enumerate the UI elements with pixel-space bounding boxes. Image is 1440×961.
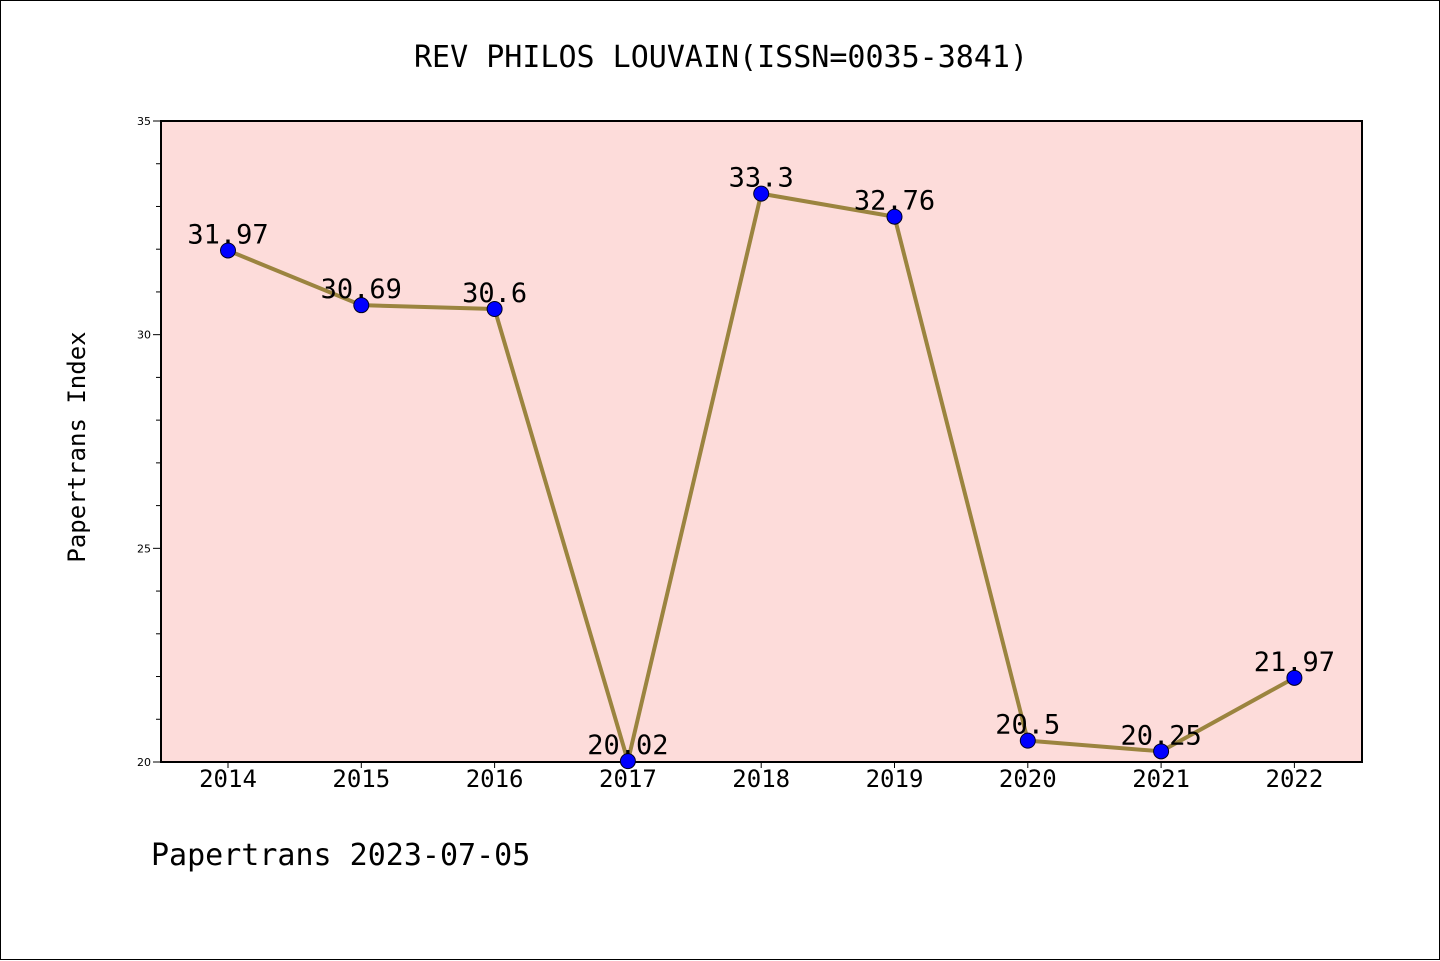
data-label: 31.97 — [187, 219, 268, 250]
data-point — [619, 753, 636, 770]
data-label: 30.69 — [321, 274, 402, 305]
plot-area — [160, 120, 1363, 763]
data-label: 21.97 — [1254, 647, 1335, 678]
y-tick-label: 30 — [137, 329, 151, 342]
data-point — [1153, 743, 1170, 760]
data-point — [220, 242, 236, 259]
footer-text: Papertrans 2023-07-05 — [151, 838, 530, 873]
x-tick-label: 2014 — [199, 765, 257, 793]
series-group: 31.97 30.69 30.6 20.02 33.3 32.76 20.5 20.25 21.… — [187, 163, 1335, 770]
data-label: 32.76 — [854, 186, 935, 217]
y-axis-label: Papertrans Index — [63, 331, 91, 562]
x-tick-label: 2021 — [1132, 765, 1190, 793]
data-point — [1286, 669, 1303, 686]
chart-title: REV PHILOS LOUVAIN(ISSN=0035-3841) — [414, 40, 1028, 75]
data-label: 33.3 — [729, 163, 794, 194]
y-tick-label: 25 — [137, 542, 151, 555]
x-tick-label: 2019 — [866, 765, 924, 793]
x-tick-label: 2015 — [332, 765, 390, 793]
data-point — [886, 208, 903, 225]
x-tick-label: 2020 — [999, 765, 1057, 793]
data-point — [1019, 732, 1036, 749]
x-tick-label: 2022 — [1266, 765, 1324, 793]
data-point — [486, 301, 503, 318]
data-point — [353, 297, 370, 314]
data-point — [753, 185, 770, 202]
x-tick-label: 2018 — [732, 765, 790, 793]
x-tick-label: 2016 — [466, 765, 524, 793]
data-label: 20.5 — [995, 710, 1060, 741]
x-axis: 2014 2015 2016 2017 2018 2019 2020 2021 2022 — [199, 762, 1323, 793]
y-tick-label: 20 — [137, 756, 151, 769]
data-label: 20.25 — [1120, 720, 1201, 751]
data-label: 30.6 — [462, 278, 527, 309]
y-axis: 35 30 25 20 — [137, 115, 161, 769]
y-tick-label: 35 — [137, 115, 151, 128]
x-tick-label: 2017 — [599, 765, 657, 793]
data-label: 20.02 — [587, 730, 668, 761]
